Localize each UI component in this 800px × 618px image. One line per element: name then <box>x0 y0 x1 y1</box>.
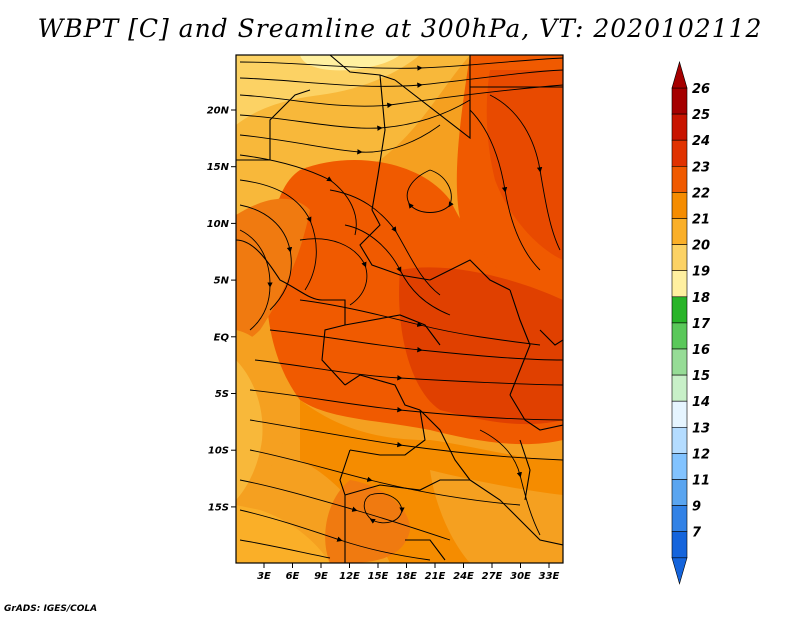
lat-label: 10N <box>207 219 230 230</box>
wbpt-shading <box>236 55 563 563</box>
colorbar-segment <box>671 296 688 324</box>
colorbar-segment <box>671 348 688 376</box>
lat-label: 10S <box>208 446 229 457</box>
lon-label: 30E <box>510 571 531 582</box>
chart-title: WBPT [C] and Sreamline at 300hPa, VT: 20… <box>37 14 763 43</box>
country-borders <box>236 55 563 563</box>
colorbar-label: 21 <box>692 213 710 228</box>
colorbar-label: 15 <box>692 369 710 384</box>
lat-label: 5S <box>215 389 229 400</box>
colorbar-segment <box>671 505 688 533</box>
colorbar-label: 23 <box>692 160 710 175</box>
colorbar-segment <box>671 479 688 506</box>
lat-label: EQ <box>214 332 230 343</box>
lon-label: 18E <box>396 571 417 582</box>
colorbar-segment <box>671 400 688 428</box>
colorbar-segment <box>671 218 688 245</box>
colorbar-segment <box>671 244 688 272</box>
colorbar-segment <box>671 453 688 480</box>
colorbar-segment <box>671 87 688 115</box>
colorbar-segment <box>671 374 688 402</box>
longitude-axis: 3E 6E 9E 12E 15E 18E 21E 24E 27E 30E 33E <box>257 563 560 582</box>
colorbar-segment <box>671 113 688 141</box>
lon-label: 12E <box>339 571 360 582</box>
lat-label: 20N <box>207 106 230 117</box>
colorbar-label: 9 <box>692 500 701 515</box>
lon-label: 9E <box>314 571 328 582</box>
colorbar-label: 7 <box>692 526 702 541</box>
lat-label: 5N <box>214 276 230 287</box>
colorbar-segment <box>671 531 688 559</box>
grads-credit: GrADS: IGES/COLA <box>4 604 98 614</box>
colorbar-label: 17 <box>692 317 711 332</box>
colorbar-label: 16 <box>692 343 710 358</box>
lon-label: 6E <box>286 571 300 582</box>
lat-label: 15S <box>208 502 229 513</box>
colorbar-label: 25 <box>692 108 710 123</box>
colorbar-segment <box>671 322 688 350</box>
lon-label: 24E <box>453 571 474 582</box>
latitude-axis: 20N 15N 10N 5N EQ 5S 10S 15S <box>207 106 236 513</box>
colorbar-label: 11 <box>692 474 710 489</box>
lat-label: 15N <box>207 162 230 173</box>
lon-label: 21E <box>425 571 446 582</box>
colorbar-label: 19 <box>692 265 710 280</box>
colorbar-bottom-arrow <box>671 557 688 585</box>
colorbar-label: 13 <box>692 421 710 436</box>
map-frame <box>235 54 564 564</box>
colorbar-label: 12 <box>692 447 710 462</box>
lon-label: 27E <box>482 571 503 582</box>
colorbar-segment <box>671 166 688 193</box>
colorbar-segment <box>671 139 688 167</box>
colorbar-label: 20 <box>692 239 710 254</box>
colorbar-segment <box>671 426 688 454</box>
colorbar-top-arrow <box>671 60 688 89</box>
colorbar-segment <box>671 192 688 219</box>
colorbar-label: 24 <box>692 134 710 149</box>
colorbar-label: 22 <box>692 186 710 201</box>
colorbar-label: 26 <box>692 82 710 97</box>
colorbar-segment <box>671 270 688 298</box>
lon-label: 33E <box>539 571 560 582</box>
colorbar-label: 18 <box>692 291 710 306</box>
colorbar-label: 14 <box>692 395 710 410</box>
lon-label: 15E <box>368 571 389 582</box>
lon-label: 3E <box>257 571 271 582</box>
colorbar: 26 25 24 23 22 21 20 19 18 17 16 15 14 13 12 11 9 7 <box>671 60 711 585</box>
streamlines <box>239 57 563 561</box>
